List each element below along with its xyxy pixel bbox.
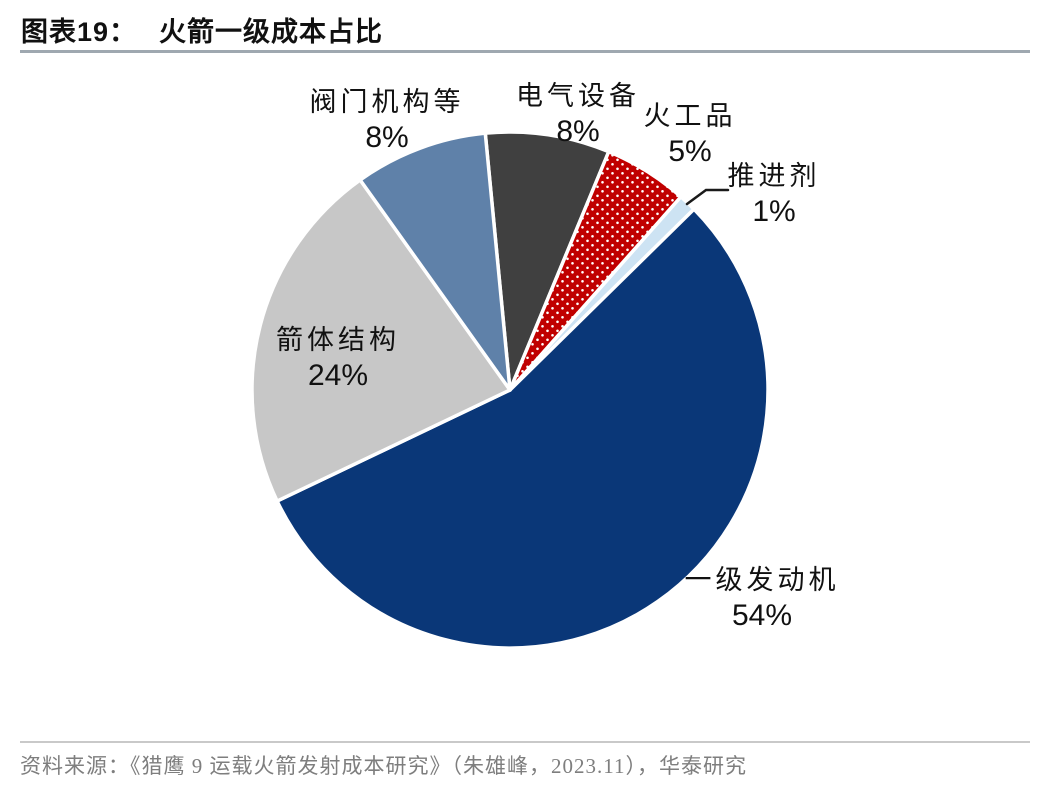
figure-number: 图表19： bbox=[21, 17, 138, 47]
slice-name: 阀门机构等 bbox=[309, 87, 465, 117]
label-valve-mechanisms: 阀门机构等 8% bbox=[310, 84, 465, 156]
label-propellant: 推进剂 1% bbox=[728, 158, 821, 230]
slice-percent: 24% bbox=[307, 359, 369, 392]
source-text: 资料来源：《猎鹰 9 运载火箭发射成本研究》（朱雄峰，2023.11），华泰研究 bbox=[20, 754, 747, 778]
figure-title: 火箭一级成本占比 bbox=[159, 17, 384, 47]
label-first-stage-engine: 一级发动机 54% bbox=[685, 562, 840, 634]
label-pyrotechnics: 火工品 5% bbox=[644, 98, 737, 170]
pie-slice-rocket-body-structure bbox=[250, 178, 512, 503]
slice-name: 推进剂 bbox=[727, 161, 821, 191]
slice-name: 箭体结构 bbox=[276, 325, 400, 355]
slice-percent: 54% bbox=[731, 599, 793, 632]
title-underline-rule bbox=[20, 50, 1030, 53]
pie-slice-first-stage-engine bbox=[275, 207, 770, 650]
label-rocket-body-structure: 箭体结构 24% bbox=[276, 322, 400, 394]
pie-slice-valve-mechanisms bbox=[358, 131, 512, 392]
source-divider-rule bbox=[20, 741, 1030, 743]
slice-name: 火工品 bbox=[643, 101, 737, 131]
slice-percent: 1% bbox=[752, 195, 796, 228]
label-electrical-equipment: 电气设备 8% bbox=[516, 78, 640, 150]
slice-percent: 8% bbox=[556, 115, 600, 148]
slice-percent: 8% bbox=[365, 121, 409, 154]
slice-name: 电气设备 bbox=[516, 81, 640, 111]
slice-name: 一级发动机 bbox=[684, 565, 840, 595]
pie-slice-electrical-equipment bbox=[483, 130, 611, 392]
slice-percent: 5% bbox=[668, 135, 712, 168]
figure-header: 图表19： 火箭一级成本占比 bbox=[21, 10, 383, 49]
propellant-leader-line bbox=[685, 188, 730, 206]
